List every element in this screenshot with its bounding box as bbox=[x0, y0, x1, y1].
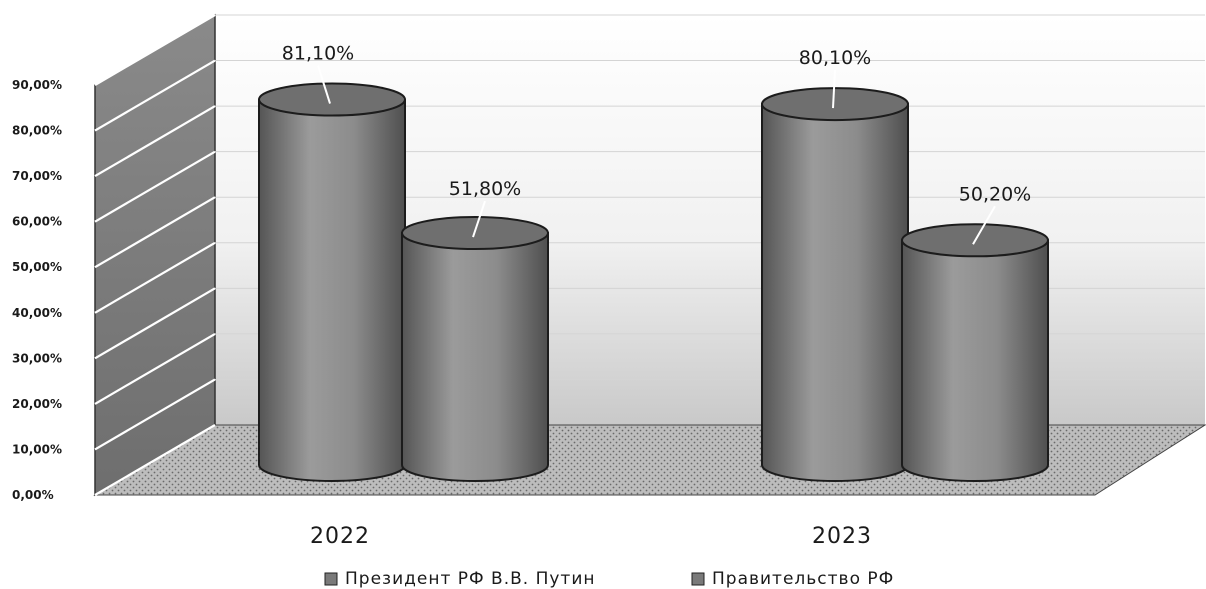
cylinder-body bbox=[902, 240, 1048, 481]
y-tick-label: 30,00% bbox=[12, 351, 62, 365]
y-tick-label: 20,00% bbox=[12, 397, 62, 411]
cylinder-body bbox=[402, 233, 548, 481]
y-tick-label: 0,00% bbox=[12, 488, 54, 502]
legend-label: Правительство РФ bbox=[712, 569, 894, 589]
legend: Президент РФ В.В. Путин Правительство РФ bbox=[325, 569, 894, 589]
cylinder-bar: 51,80% bbox=[402, 178, 548, 481]
data-label: 51,80% bbox=[449, 178, 521, 200]
data-label: 81,10% bbox=[282, 43, 354, 65]
y-axis-ticks: 0,00% 10,00% 20,00% 30,00% 40,00% 50,00% 60,00… bbox=[12, 78, 62, 502]
cylinder-bar: 50,20% bbox=[902, 183, 1048, 481]
x-category-label: 2022 bbox=[310, 524, 370, 549]
cylinder-top bbox=[762, 88, 908, 120]
y-tick-label: 90,00% bbox=[12, 78, 62, 92]
y-tick-label: 70,00% bbox=[12, 169, 62, 183]
y-tick-label: 60,00% bbox=[12, 215, 62, 229]
side-wall bbox=[95, 15, 215, 495]
x-axis-labels: 2022 2023 bbox=[310, 524, 872, 549]
y-tick-label: 50,00% bbox=[12, 260, 62, 274]
y-tick-label: 80,00% bbox=[12, 124, 62, 138]
legend-swatch bbox=[692, 573, 704, 585]
cylinder-body bbox=[762, 104, 908, 481]
x-category-label: 2023 bbox=[812, 524, 872, 549]
cylinder-bar: 81,10% bbox=[259, 43, 405, 481]
legend-swatch bbox=[325, 573, 337, 585]
data-label: 50,20% bbox=[959, 183, 1031, 205]
data-label: 80,10% bbox=[799, 47, 871, 69]
y-tick-label: 40,00% bbox=[12, 306, 62, 320]
cylinder-top bbox=[259, 84, 405, 116]
cylinder-bar: 80,10% bbox=[762, 47, 908, 481]
legend-label: Президент РФ В.В. Путин bbox=[345, 569, 596, 589]
cylinder-body bbox=[259, 100, 405, 481]
y-tick-label: 10,00% bbox=[12, 442, 62, 456]
